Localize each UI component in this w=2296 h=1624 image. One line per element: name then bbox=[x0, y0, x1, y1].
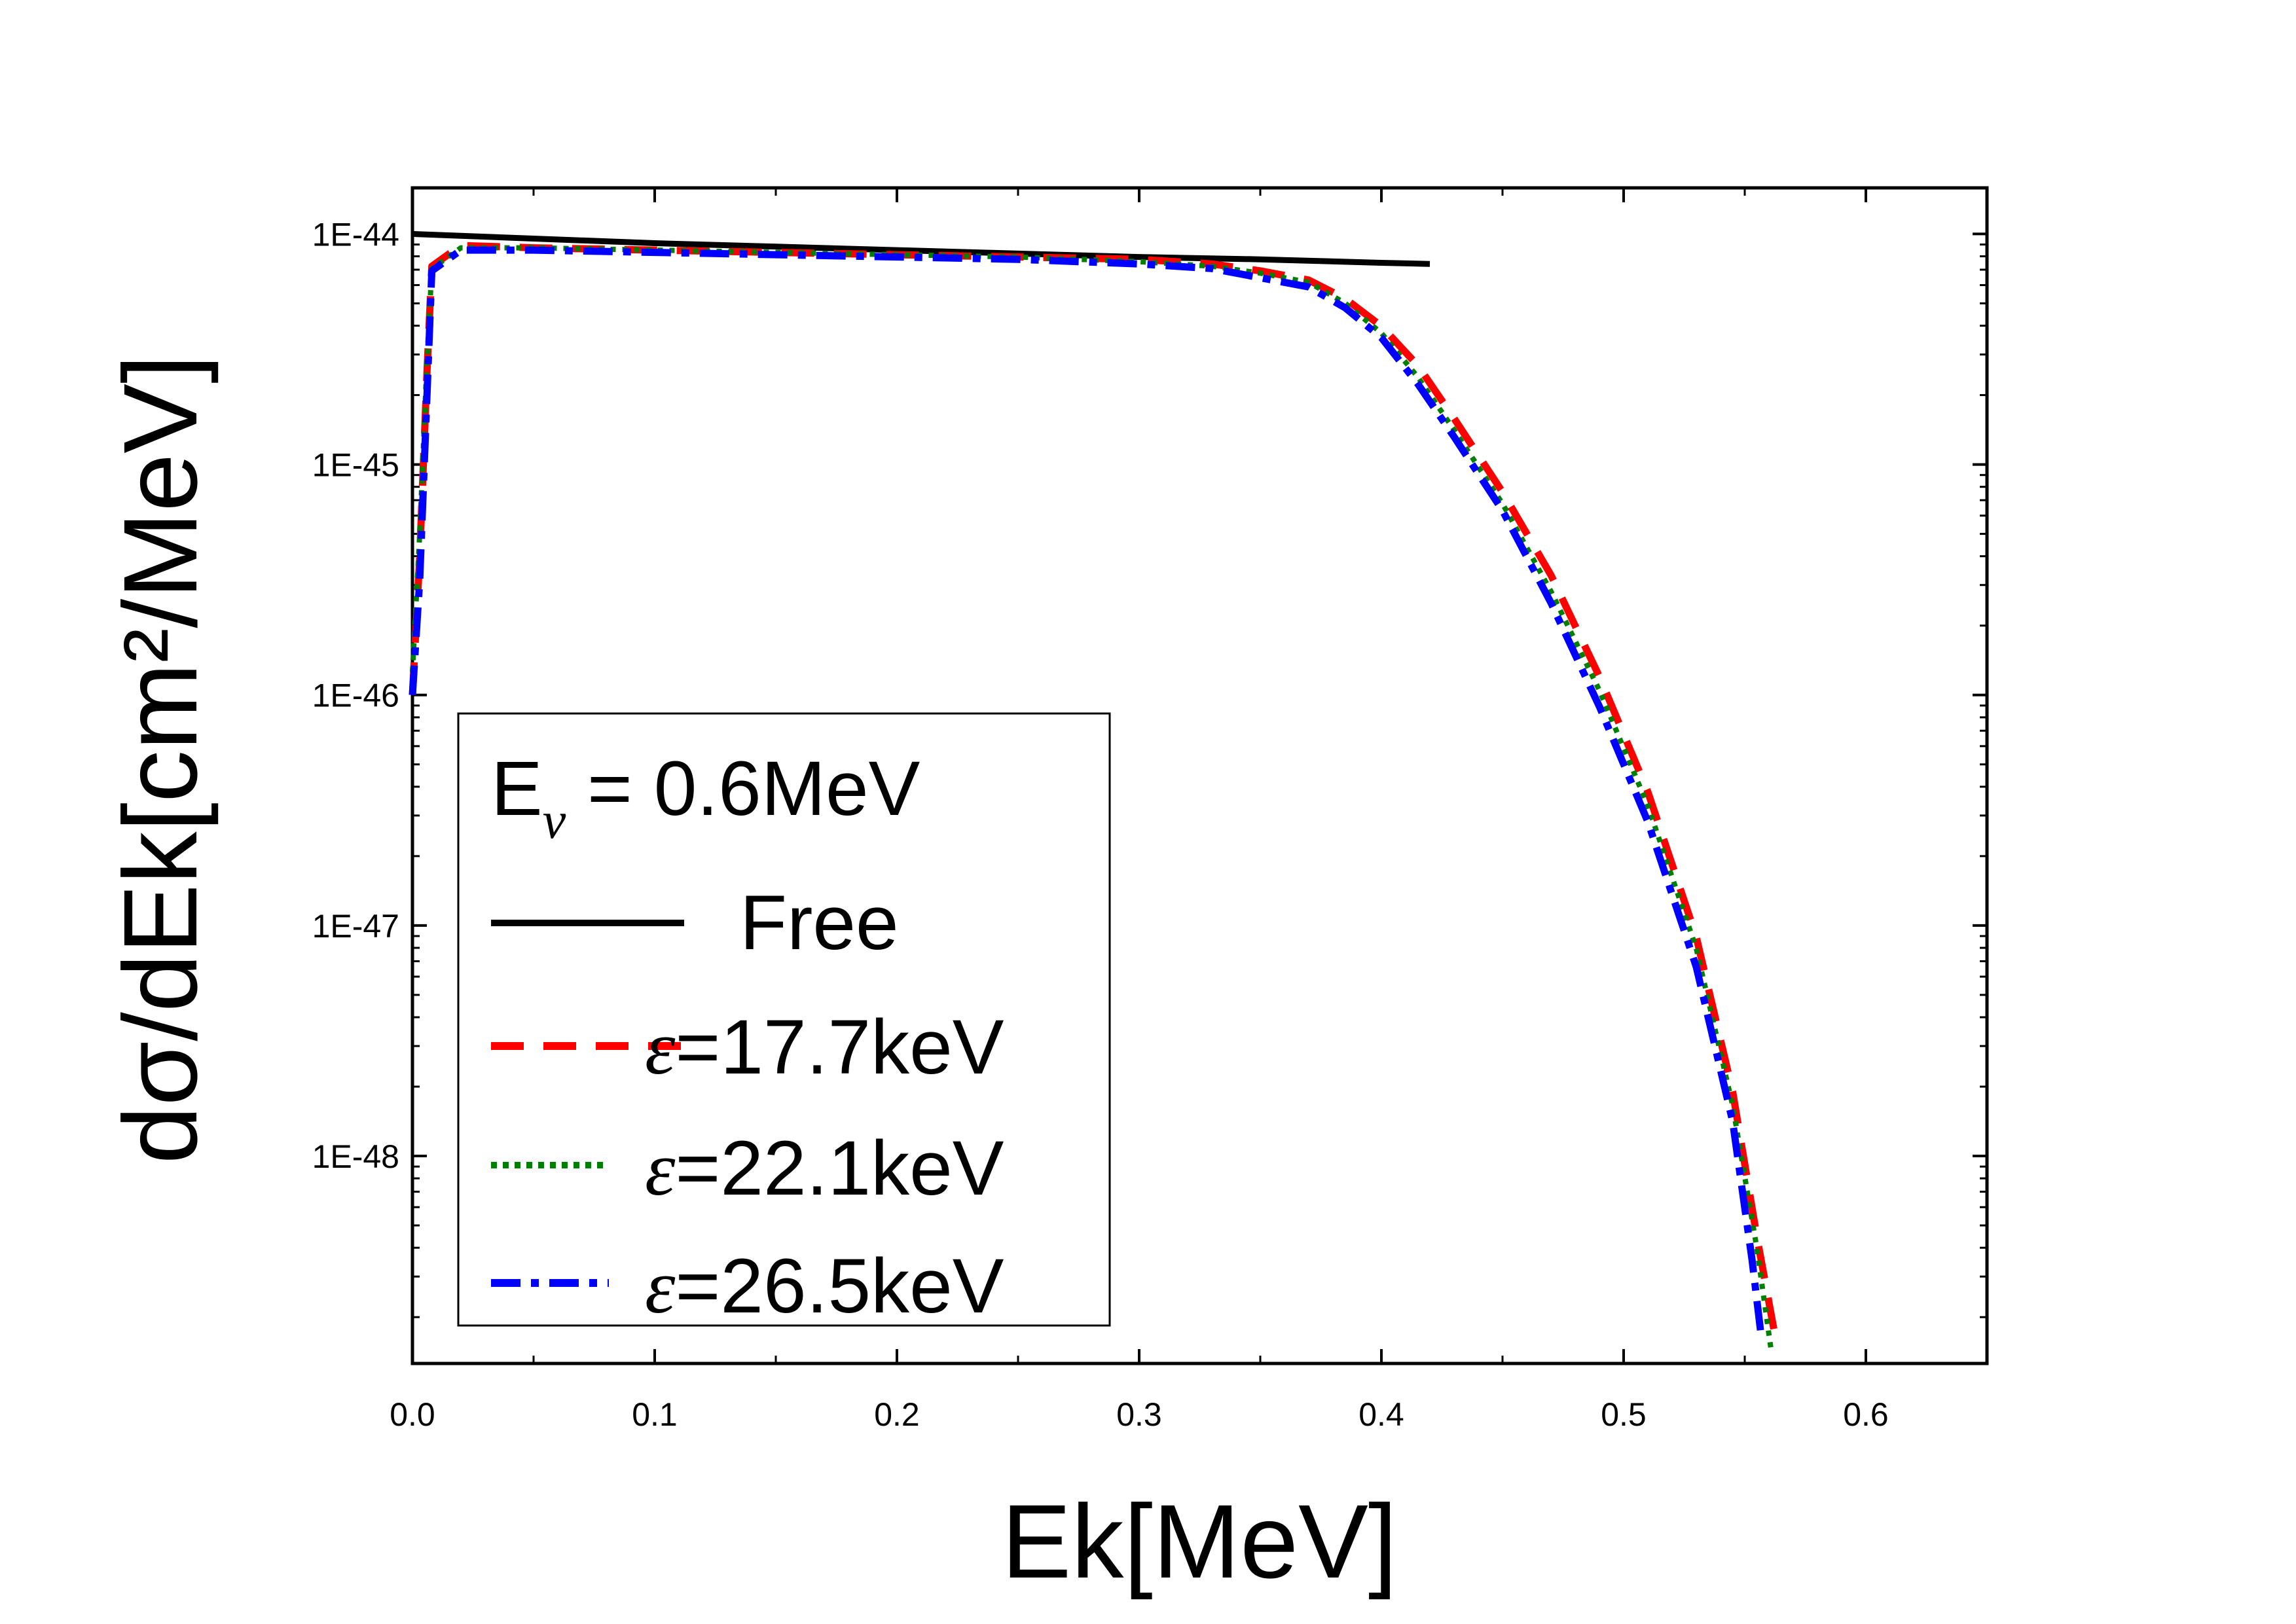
legend: Eν = 0.6MeV Free ε=17.7keV ε=22.1keV ε=2… bbox=[457, 712, 1111, 1329]
x-tick-label: 0.3 bbox=[1116, 1396, 1162, 1433]
x-tick-label: 0.5 bbox=[1601, 1396, 1647, 1433]
y-tick-label: 1E-44 bbox=[312, 216, 399, 253]
legend-label-eps-17-7: ε=17.7keV bbox=[645, 1004, 1004, 1091]
y-tick-label: 1E-48 bbox=[312, 1138, 399, 1175]
x-tick-label: 0.0 bbox=[390, 1396, 435, 1433]
legend-label-free: Free bbox=[740, 880, 899, 966]
legend-box bbox=[457, 712, 1111, 1327]
x-tick-label: 0.1 bbox=[632, 1396, 678, 1433]
legend-title-rest: = 0.6MeV bbox=[566, 746, 920, 832]
y-tick-label: 1E-46 bbox=[312, 677, 399, 714]
y-tick-label: 1E-45 bbox=[312, 447, 399, 484]
legend-title: Eν = 0.6MeV bbox=[491, 746, 920, 850]
x-tick-label: 0.4 bbox=[1358, 1396, 1404, 1433]
plot-frame bbox=[410, 186, 1989, 1365]
x-axis: 0.0 0.1 0.2 0.3 0.4 0.5 0.6 bbox=[390, 188, 1988, 1433]
x-axis-title: Ek[MeV] bbox=[1002, 1483, 1398, 1600]
x-tick-label: 0.2 bbox=[874, 1396, 920, 1433]
legend-title-main: E bbox=[491, 746, 543, 832]
legend-label-eps-22-1: ε=22.1keV bbox=[645, 1125, 1004, 1212]
y-tick-label: 1E-47 bbox=[312, 908, 399, 945]
y-axis-title: dσ/dEk[cm²/MeV] bbox=[101, 355, 219, 1164]
legend-title-sub: ν bbox=[543, 792, 566, 850]
x-tick-label: 0.6 bbox=[1843, 1396, 1889, 1433]
series-group bbox=[409, 230, 1777, 1352]
series-line-0 bbox=[412, 230, 1430, 267]
y-axis: 1E-44 1E-45 1E-46 1E-47 1E-48 bbox=[312, 216, 1987, 1318]
series-line-3 bbox=[409, 246, 1766, 1341]
legend-label-eps-26-5: ε=26.5keV bbox=[645, 1243, 1004, 1329]
